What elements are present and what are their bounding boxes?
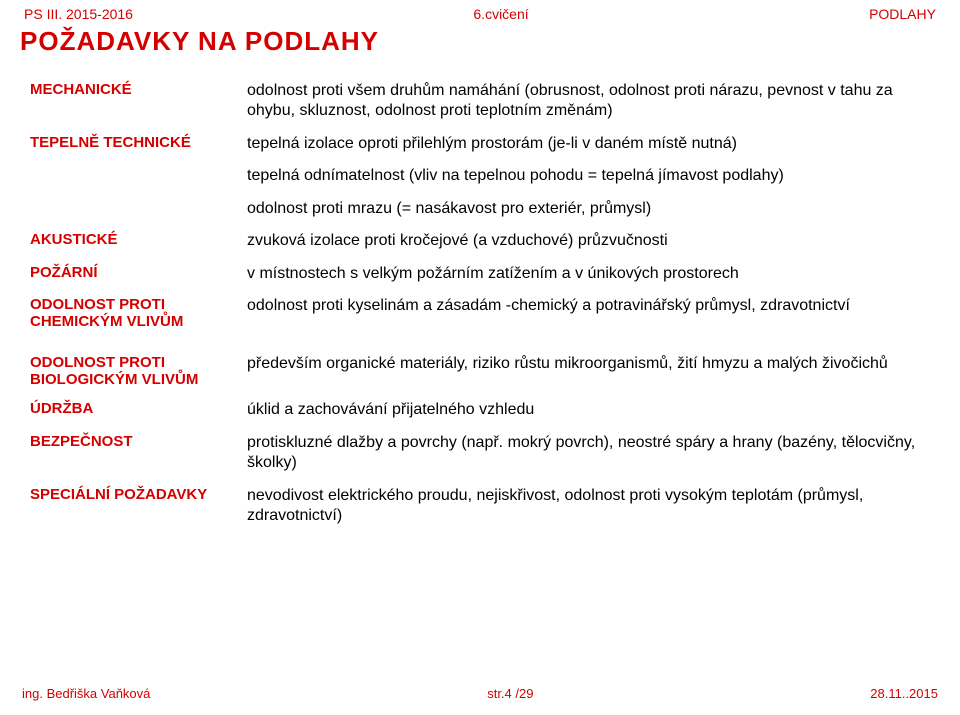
row-description: nevodivost elektrického proudu, nejiskři… xyxy=(243,480,940,533)
row-description: zvuková izolace proti kročejové (a vzduc… xyxy=(243,225,940,257)
row-label xyxy=(20,160,243,192)
table-row: ÚDRŽBAúklid a zachovávání přijatelného v… xyxy=(20,394,940,426)
table-row: BEZPEČNOSTprotiskluzné dlažby a povrchy … xyxy=(20,427,940,480)
row-label: ODOLNOST PROTI BIOLOGICKÝM VLIVŮM xyxy=(20,336,243,394)
header-right: PODLAHY xyxy=(869,6,936,22)
row-label: BEZPEČNOST xyxy=(20,427,243,480)
table-row: tepelná odnímatelnost (vliv na tepelnou … xyxy=(20,160,940,192)
row-description: odolnost proti mrazu (= nasákavost pro e… xyxy=(243,193,940,225)
row-label: SPECIÁLNÍ POŽADAVKY xyxy=(20,480,243,533)
row-label: MECHANICKÉ xyxy=(20,75,243,128)
row-description: protiskluzné dlažby a povrchy (např. mok… xyxy=(243,427,940,480)
row-description: odolnost proti kyselinám a zásadám -chem… xyxy=(243,290,940,336)
page-title: POŽADAVKY NA PODLAHY xyxy=(20,26,940,57)
table-row: POŽÁRNÍv místnostech s velkým požárním z… xyxy=(20,258,940,290)
row-description: odolnost proti všem druhům namáhání (obr… xyxy=(243,75,940,128)
table-row: SPECIÁLNÍ POŽADAVKYnevodivost elektrické… xyxy=(20,480,940,533)
table-row: ODOLNOST PROTI BIOLOGICKÝM VLIVŮMpředevš… xyxy=(20,336,940,394)
row-description: tepelná izolace oproti přilehlým prostor… xyxy=(243,128,940,160)
table-row: TEPELNĚ TECHNICKÉtepelná izolace oproti … xyxy=(20,128,940,160)
row-description: především organické materiály, riziko rů… xyxy=(243,336,940,394)
footer: ing. Bedřiška Vaňková str.4 /29 28.11..2… xyxy=(22,686,938,701)
header-left: PS III. 2015-2016 xyxy=(24,6,133,22)
table-row: ODOLNOST PROTI CHEMICKÝM VLIVŮModolnost … xyxy=(20,290,940,336)
table-row: MECHANICKÉodolnost proti všem druhům nam… xyxy=(20,75,940,128)
footer-right: 28.11..2015 xyxy=(870,686,938,701)
footer-center: str.4 /29 xyxy=(487,686,533,701)
table-row: odolnost proti mrazu (= nasákavost pro e… xyxy=(20,193,940,225)
row-description: tepelná odnímatelnost (vliv na tepelnou … xyxy=(243,160,940,192)
footer-left: ing. Bedřiška Vaňková xyxy=(22,686,150,701)
row-label: ÚDRŽBA xyxy=(20,394,243,426)
row-description: úklid a zachovávání přijatelného vzhledu xyxy=(243,394,940,426)
page: PS III. 2015-2016 6.cvičení PODLAHY POŽA… xyxy=(0,0,960,715)
row-label: AKUSTICKÉ xyxy=(20,225,243,257)
row-label: ODOLNOST PROTI CHEMICKÝM VLIVŮM xyxy=(20,290,243,336)
table-row: AKUSTICKÉzvuková izolace proti kročejové… xyxy=(20,225,940,257)
header-center: 6.cvičení xyxy=(473,6,528,22)
row-label: POŽÁRNÍ xyxy=(20,258,243,290)
row-description: v místnostech s velkým požárním zatížení… xyxy=(243,258,940,290)
row-label: TEPELNĚ TECHNICKÉ xyxy=(20,128,243,160)
top-header: PS III. 2015-2016 6.cvičení PODLAHY xyxy=(20,6,940,24)
requirements-table: MECHANICKÉodolnost proti všem druhům nam… xyxy=(20,75,940,533)
row-label xyxy=(20,193,243,225)
